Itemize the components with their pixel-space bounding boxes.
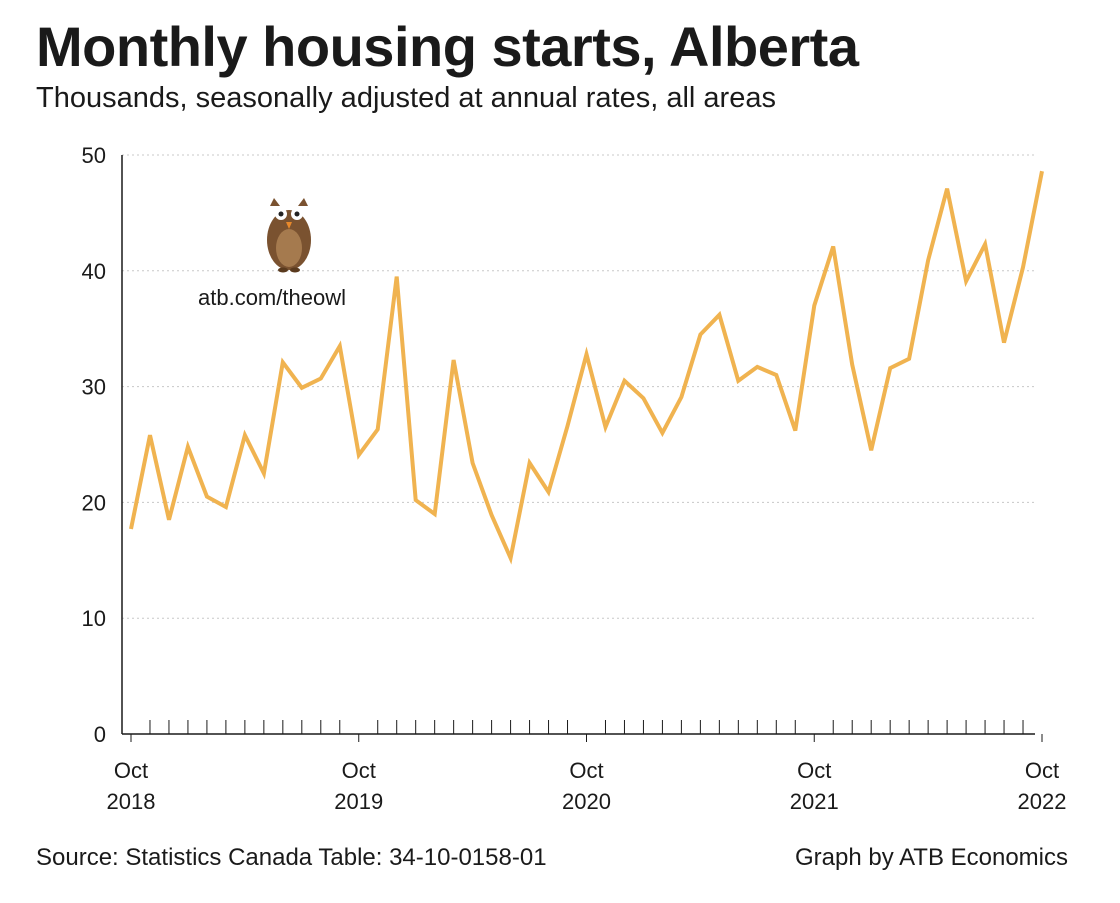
series-layer <box>129 169 1044 565</box>
data-point <box>167 518 171 522</box>
data-point <box>698 332 702 336</box>
owl-beak <box>286 222 292 229</box>
y-tick-label: 20 <box>82 490 106 515</box>
data-point <box>338 344 342 348</box>
x-tick-label-year: 2021 <box>790 789 839 814</box>
data-point <box>414 498 418 502</box>
source-note: Source: Statistics Canada Table: 34-10-0… <box>36 844 547 871</box>
data-point <box>603 425 607 429</box>
chart-subtitle: Thousands, seasonally adjusted at annual… <box>36 82 776 114</box>
data-point <box>983 242 987 246</box>
data-point <box>300 386 304 390</box>
data-point <box>1021 265 1025 269</box>
data-point <box>850 363 854 367</box>
x-tick-label-month: Oct <box>797 758 831 783</box>
owl-pupil-left <box>278 211 284 217</box>
data-point <box>357 453 361 457</box>
owl-foot-left <box>278 267 288 273</box>
y-tick-label: 10 <box>82 606 106 631</box>
data-point <box>281 360 285 364</box>
owl-ear-right <box>298 198 308 206</box>
owl-logo-icon[interactable] <box>267 198 311 273</box>
data-point <box>888 366 892 370</box>
axes <box>121 155 1035 735</box>
data-point <box>736 379 740 383</box>
x-tick-label-year: 2018 <box>107 789 156 814</box>
data-point <box>869 448 873 452</box>
data-point <box>566 424 570 428</box>
data-point <box>129 527 133 531</box>
y-axis-ticks: 0 10 20 30 40 50 <box>82 143 106 747</box>
data-point <box>945 187 949 191</box>
data-point <box>679 395 683 399</box>
data-point <box>186 445 190 449</box>
data-point <box>395 275 399 279</box>
data-point <box>452 358 456 362</box>
series-line <box>129 170 1044 565</box>
data-point <box>148 433 152 437</box>
data-point <box>964 279 968 283</box>
x-axis-ticks: Oct 2018 Oct 2019 Oct 2020 Oct 2021 Oct 2022 <box>107 720 1067 814</box>
data-point <box>1002 341 1006 345</box>
data-point <box>490 513 494 517</box>
x-tick-label-year: 2020 <box>562 789 611 814</box>
data-point <box>243 433 247 437</box>
credit-note: Graph by ATB Economics <box>795 844 1068 871</box>
data-point <box>755 365 759 369</box>
data-point <box>547 490 551 494</box>
data-point <box>622 379 626 383</box>
data-point <box>262 471 266 475</box>
data-point <box>907 357 911 361</box>
data-point <box>812 304 816 308</box>
data-point <box>793 429 797 433</box>
y-tick-label: 50 <box>82 143 106 168</box>
data-point <box>471 461 475 465</box>
x-tick-label-year: 2019 <box>334 789 383 814</box>
x-tick-label-year: 2022 <box>1018 789 1067 814</box>
data-point <box>509 556 513 560</box>
owl-belly <box>276 229 302 267</box>
owl-foot-right <box>290 267 300 273</box>
data-point <box>376 427 380 431</box>
data-point <box>528 461 532 465</box>
data-point <box>224 505 228 509</box>
data-point <box>433 512 437 516</box>
data-point <box>1040 169 1044 173</box>
data-point <box>319 376 323 380</box>
y-tick-label: 0 <box>94 722 106 747</box>
data-point <box>926 258 930 262</box>
data-point <box>660 431 664 435</box>
data-point <box>205 495 209 499</box>
data-point <box>831 244 835 248</box>
owl-link[interactable]: atb.com/theowl <box>198 285 346 310</box>
data-point <box>585 352 589 356</box>
x-tick-label-month: Oct <box>569 758 603 783</box>
x-tick-label-month: Oct <box>1025 758 1059 783</box>
owl-pupil-right <box>294 211 300 217</box>
data-point <box>717 313 721 317</box>
y-tick-label: 40 <box>82 259 106 284</box>
x-tick-label-month: Oct <box>342 758 376 783</box>
y-tick-label: 30 <box>82 375 106 400</box>
owl-ear-left <box>270 198 280 206</box>
data-point <box>774 373 778 377</box>
chart-title: Monthly housing starts, Alberta <box>36 15 859 78</box>
gridlines <box>122 154 1035 619</box>
data-point <box>641 396 645 400</box>
x-tick-label-month: Oct <box>114 758 148 783</box>
